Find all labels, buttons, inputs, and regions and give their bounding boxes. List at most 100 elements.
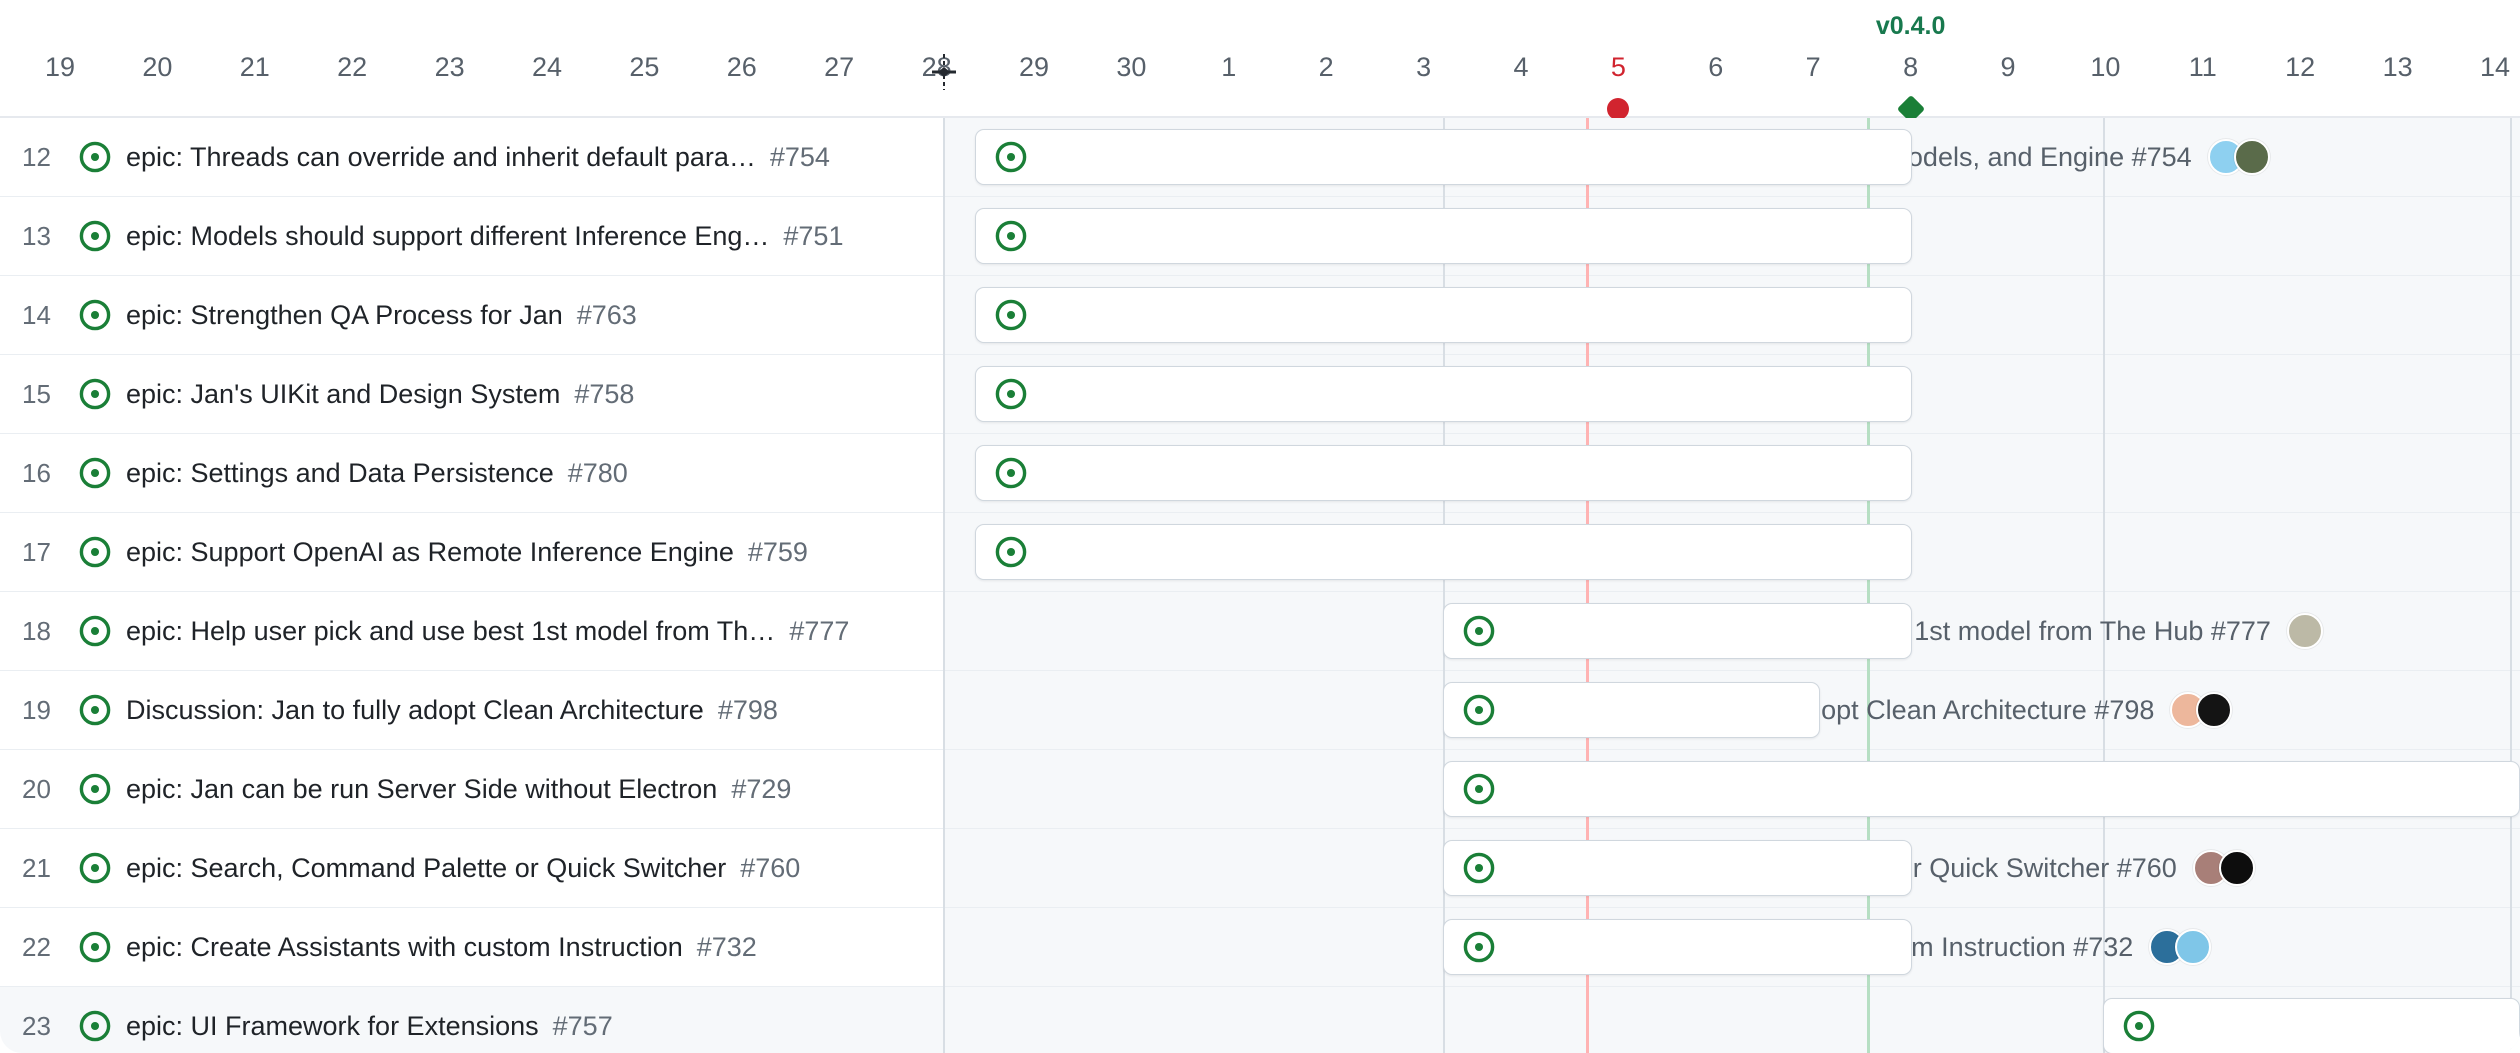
issue-open-icon [79,536,111,568]
day-tick-21: 21 [239,52,270,82]
gantt-row [945,592,2520,671]
release-version-label: v0.4.0 [1875,12,1946,40]
day-tick-25: 25 [629,52,660,82]
row-number-index: 15 [22,378,51,409]
issue-open-icon [1463,773,1495,805]
gantt-bar[interactable] [975,287,1912,343]
gantt-row [945,276,2520,355]
column-divider-1 [1443,118,1445,1053]
issue-number: #780 [567,457,628,488]
gantt-chart-area[interactable]: epic: Threads can override and inherit d… [945,118,2520,1053]
sidebar-issue-row[interactable]: 17 epic: Support OpenAI as Remote Inferen… [0,513,943,592]
issue-open-icon [1463,615,1495,647]
gantt-bar[interactable] [975,524,1912,580]
gantt-row [945,513,2520,592]
sidebar-issue-row[interactable]: 13 epic: Models should support different … [0,197,943,276]
issue-open-icon [79,773,111,805]
gantt-bar[interactable] [975,129,1912,185]
issue-list-sidebar[interactable]: 12 epic: Threads can override and inherit… [0,118,945,1053]
gantt-bar[interactable] [975,366,1912,422]
sidebar-issue-row[interactable]: 19 Discussion: Jan to fully adopt Clean A… [0,671,943,750]
sidebar-issue-row[interactable]: 22 epic: Create Assistants with custom In… [0,908,943,987]
row-number-index: 22 [22,931,51,962]
issue-open-icon [1463,931,1495,963]
issue-number: #760 [740,852,801,883]
timeline-header: v0.4.0 19 20 21 22 23 24 25 26 27 28 29 30 1 2 3 4 5 6 7 8 9… [0,0,2520,124]
today-line [1586,118,1589,1053]
issue-open-icon [79,378,111,410]
day-tick-8: 8 [1903,52,1919,82]
row-number-index: 17 [22,536,51,567]
issue-title: epic: Create Assistants with custom Inst… [126,931,683,962]
gantt-bar[interactable] [1443,840,1912,896]
issue-open-icon [995,378,1027,410]
sidebar-issue-row[interactable]: 18 epic: Help user pick and use best 1st … [0,592,943,671]
day-tick-14: 14 [2479,52,2511,82]
issue-open-icon [79,852,111,884]
sidebar-issue-row[interactable]: 15 epic: Jan's UIKit and Design System #75… [0,355,943,434]
issue-open-icon [79,299,111,331]
gantt-bar[interactable] [1443,603,1912,659]
issue-open-icon [995,299,1027,331]
sidebar-issue-row[interactable]: 14 epic: Strengthen QA Process for Jan #76… [0,276,943,355]
issue-title: epic: Help user pick and use best 1st mo… [126,615,776,646]
issue-title: epic: Search, Command Palette or Quick S… [126,852,727,883]
day-tick-1: 1 [1221,52,1237,82]
issue-open-icon [79,615,111,647]
gantt-bar[interactable] [1443,919,1912,975]
row-number-index: 21 [22,852,51,883]
issue-number: #798 [717,694,778,725]
gantt-bar[interactable] [1443,682,1820,738]
day-tick-13: 13 [2382,52,2413,82]
day-tick-27: 27 [824,52,855,82]
issue-open-icon [995,141,1027,173]
sidebar-issue-row[interactable]: 20 epic: Jan can be run Server Side witho… [0,750,943,829]
day-tick-29: 29 [1018,52,1050,82]
sidebar-issue-row[interactable]: 16 epic: Settings and Data Persistence #78… [0,434,943,513]
gantt-row [945,197,2520,276]
row-number-index: 20 [22,773,51,804]
gantt-bar[interactable] [2103,998,2520,1053]
issue-number: #732 [696,931,757,962]
release-line [1867,118,1870,1053]
row-number-index: 18 [22,615,51,646]
issue-title: epic: Strengthen QA Process for Jan [126,299,563,330]
day-tick-5: 5 [1610,52,1626,82]
gantt-bar[interactable] [1443,761,2520,817]
today-marker-dot [1607,98,1630,120]
gantt-row [945,118,2520,197]
gantt-bar[interactable] [975,445,1912,501]
sidebar-issue-row[interactable]: 23 epic: UI Framework for Extensions #757 [0,987,943,1053]
issue-title: epic: UI Framework for Extensions [126,1010,539,1041]
gantt-bar[interactable] [975,208,1912,264]
day-tick-2: 2 [1318,52,1334,82]
column-divider-2 [2103,118,2105,1053]
sidebar-issue-row[interactable]: 21 epic: Search, Command Palette or Quick… [0,829,943,908]
issue-open-icon [995,220,1027,252]
issue-open-icon [995,457,1027,489]
issue-number: #751 [783,220,844,251]
horizontal-resize-cursor-icon [924,52,964,92]
gantt-row [945,908,2520,987]
day-tick-28: 28 [921,52,952,82]
issue-open-icon [79,931,111,963]
issue-title: epic: Models should support different In… [126,220,770,251]
issue-title: Discussion: Jan to fully adopt Clean Arc… [126,694,704,725]
row-number-index: 13 [22,220,51,251]
column-divider-3 [2510,118,2512,1053]
row-number-index: 19 [22,694,51,725]
row-number-index: 14 [22,299,51,330]
day-tick-24: 24 [531,52,563,82]
sidebar-issue-row[interactable]: 12 epic: Threads can override and inherit… [0,118,943,197]
issue-open-icon [79,220,111,252]
issue-open-icon [79,1010,111,1042]
issue-open-icon [1463,694,1495,726]
issue-title: epic: Jan can be run Server Side without… [126,773,718,804]
row-number-index: 23 [22,1010,51,1041]
issue-number: #729 [731,773,792,804]
issue-open-icon [1463,852,1495,884]
gantt-row [945,434,2520,513]
issue-number: #763 [576,299,637,330]
issue-title: epic: Jan's UIKit and Design System [126,378,561,409]
